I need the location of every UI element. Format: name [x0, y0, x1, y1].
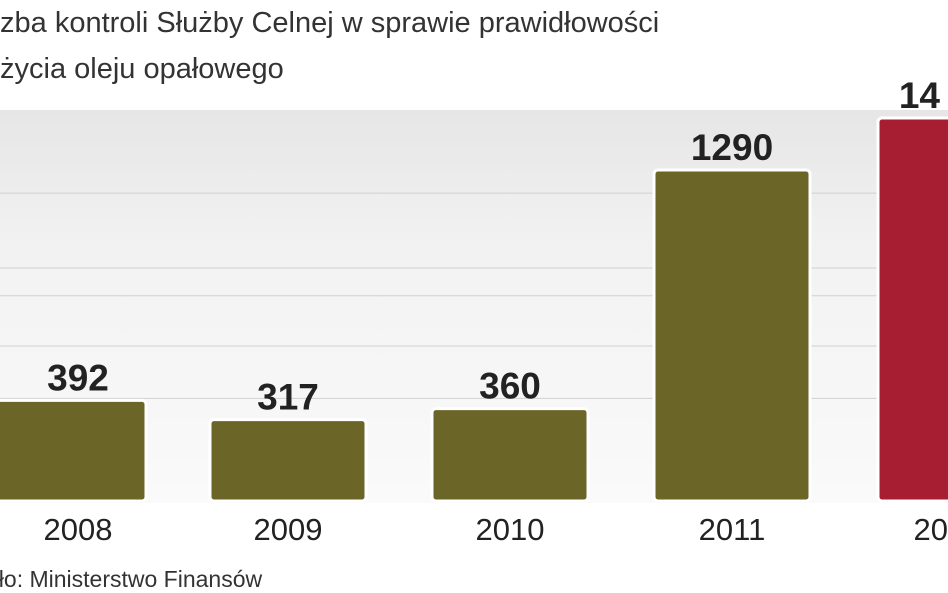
value-label-2011: 1290	[691, 127, 773, 168]
chart-title-line-2: życia oleju opałowego	[0, 53, 284, 85]
category-label-20: 20	[914, 512, 948, 547]
source-note: dło: Ministerstwo Finansów	[0, 566, 263, 592]
category-label-2008: 2008	[44, 512, 113, 547]
category-label-2010: 2010	[476, 512, 545, 547]
bar-2011	[652, 168, 812, 503]
bar-2008	[0, 398, 148, 503]
category-label-2009: 2009	[254, 512, 323, 547]
chart-title-line-1: zba kontroli Służby Celnej w sprawie pra…	[0, 7, 660, 39]
value-label-2010: 360	[479, 366, 541, 407]
value-label-2008: 392	[47, 357, 109, 398]
value-label-20: 14	[899, 75, 941, 116]
category-label-2011: 2011	[699, 512, 766, 547]
value-label-2009: 317	[257, 377, 319, 418]
bar-20	[876, 116, 948, 503]
bar-2010	[430, 407, 590, 503]
bar-2009	[208, 418, 368, 503]
